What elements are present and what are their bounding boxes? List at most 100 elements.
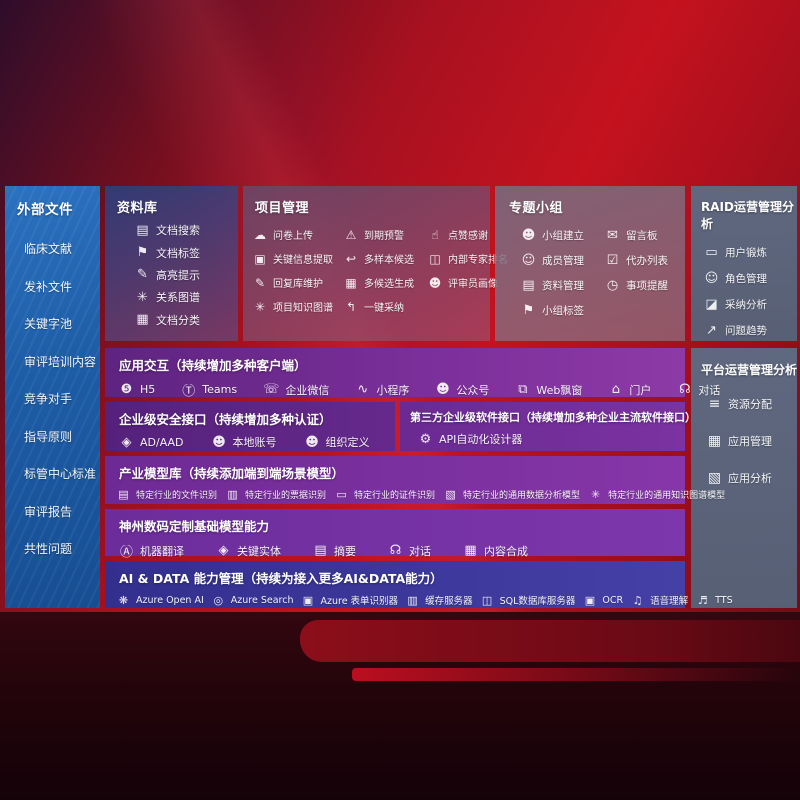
list-item[interactable]: ↩ 多样本候选 [344,251,424,267]
web-popup-icon: ⧉ [518,382,528,397]
list-item[interactable]: ☊ 对话 [677,382,720,398]
list-item[interactable]: ❺ H5 [119,382,156,397]
panel-group-title: 专题小组 [509,201,564,216]
list-item[interactable]: ☻ 组织定义 [305,434,369,450]
sidebar-item[interactable]: 审评报告 [15,503,92,520]
list-item[interactable]: Ⓐ 机器翻译 [119,541,184,561]
list-item[interactable]: ◪ 采纳分析 [704,297,797,312]
translate-icon: Ⓐ [119,545,133,560]
sidebar-item[interactable]: 审评培训内容 [15,353,96,370]
cloud-upload-icon: ☁ [254,227,266,242]
list-item[interactable]: ⚠ 到期预警 [344,227,424,243]
list-item[interactable]: ✳ 特定行业的通用知识图谱模型 [589,488,725,501]
list-item[interactable]: ✳ 关系图谱 [135,289,238,305]
key-info-icon: ▣ [254,251,266,266]
openai-icon: ❋ [118,593,129,607]
list-item[interactable]: ☊ 对话 [388,543,431,559]
relation-graph-icon: ✳ [137,289,148,305]
platform-item-list: ≡ 资源分配 ▦ 应用管理 ▧ 应用分析 [691,378,797,486]
list-item[interactable]: ↗ 问题趋势 [704,323,797,338]
list-item[interactable]: ▦ 文档分类 [135,312,238,328]
bbs-icon: ✉ [607,228,618,243]
list-item[interactable]: ☺ 角色管理 [704,271,797,286]
list-item[interactable]: ⚑ 文档标签 [135,245,238,261]
pencil-icon: ✎ [254,275,266,290]
library-item-list: ▤ 文档搜索 ⚑ 文档标签 ✎ 高亮提示 ✳ 关系图谱 ▦ 文档分类 [105,216,238,334]
list-item[interactable]: ▣ Azure 表单识别器 [301,593,399,608]
sidebar-item[interactable]: 发补文件 [15,278,92,295]
list-item[interactable]: ☻ 评审员画像 [428,275,508,291]
list-item[interactable]: ▥ 特定行业的票据识别 [226,488,326,501]
list-item[interactable]: ▭ 用户锻炼 [704,245,797,260]
list-item[interactable]: ◷ 事项提醒 [605,278,683,293]
list-item[interactable]: ▣ 关键信息提取 [253,251,340,267]
form-recognizer-icon: ▣ [302,593,314,607]
item-label: Azure Open AI [136,594,204,606]
list-item[interactable]: ☻ 本地账号 [212,434,276,450]
list-item[interactable]: ✎ 回复库维护 [253,275,340,291]
list-item[interactable]: ▧ 特定行业的通用数据分析模型 [444,488,580,501]
item-label: Azure 表单识别器 [320,596,399,607]
item-label: 文档标签 [156,246,200,260]
sidebar-item[interactable]: 共性问题 [15,540,92,557]
list-item[interactable]: ▤ 特定行业的文件识别 [117,488,217,501]
list-item[interactable]: ✎ 高亮提示 [135,267,238,283]
list-item[interactable]: ▧ 应用分析 [707,470,797,486]
list-item[interactable]: ▭ 特定行业的证件识别 [335,488,435,501]
sidebar-item[interactable]: 竞争对手 [15,390,92,407]
list-item[interactable]: ◈ 关键实体 [216,543,282,559]
item-label: 机器翻译 [140,544,184,558]
list-item[interactable]: ☝ 点赞感谢 [428,227,508,243]
item-label: 回复库维护 [273,279,323,290]
list-item[interactable]: ☺ 成员管理 [521,253,605,268]
item-label: 门户 [629,383,652,397]
list-item[interactable]: ∿ 小程序 [355,382,409,398]
item-label: 摘要 [334,544,356,558]
list-item[interactable]: ☻ 小组建立 [521,228,605,243]
list-item[interactable]: ☑ 代办列表 [605,253,683,268]
sidebar-item[interactable]: 临床文献 [15,240,92,257]
list-item[interactable]: ☏ 企业微信 [263,382,329,398]
list-item[interactable]: ▦ 应用管理 [707,433,797,449]
band-item-list: ⚙ API自动化设计器 [400,425,685,447]
list-item[interactable]: ▣ OCR [583,594,623,607]
list-item[interactable]: ▤ 文档搜索 [135,222,238,238]
highlight-icon: ✎ [137,267,148,283]
list-item[interactable]: ⌂ 门户 [608,382,652,398]
band-item-list: Ⓐ 机器翻译 ◈ 关键实体 ▤ 摘要 ☊ 对话 ▦ 内容合成 [105,535,685,560]
list-item[interactable]: ☻ 公众号 [435,382,489,398]
list-item[interactable]: ◫ SQL数据库服务器 [481,593,576,608]
list-item[interactable]: ⚙ API自动化设计器 [418,431,523,447]
item-label: 特定行业的文件识别 [136,491,218,501]
list-item[interactable]: ☁ 问卷上传 [253,227,340,243]
band-thirdparty-interface: 第三方企业级软件接口（持续增加多种企业主流软件接口） ⚙ API自动化设计器 [400,402,696,451]
sidebar-item[interactable]: 指导原则 [15,428,92,445]
list-item[interactable]: ◈ AD/AAD [119,435,184,450]
list-item[interactable]: ♬ TTS [696,594,733,607]
list-item[interactable]: ▦ 多候选生成 [344,275,424,291]
list-item[interactable]: ▤ 摘要 [313,543,356,559]
list-item[interactable]: ↰ 一键采纳 [344,299,424,315]
list-item[interactable]: ♫ 语音理解 [631,593,688,608]
list-item[interactable]: ▦ 内容合成 [463,543,528,559]
tag-icon: ⚑ [136,245,149,261]
list-item[interactable]: ◎ Azure Search [212,594,293,607]
alarm-icon: ⚠ [345,227,357,242]
list-item[interactable]: ✉ 留言板 [605,228,683,243]
item-label: 特定行业的票据识别 [245,491,327,501]
sidebar-item[interactable]: 关键字池 [15,315,92,332]
list-item[interactable]: ✳ 项目知识图谱 [253,299,340,315]
list-item[interactable]: Ⓣ Teams [181,380,237,399]
list-item[interactable]: ❋ Azure Open AI [117,594,204,607]
sidebar-item[interactable]: 标管中心标准 [15,465,96,482]
item-label: Teams [202,383,238,396]
item-label: 问题趋势 [725,325,767,337]
list-item[interactable]: ⧉ Web飘窗 [515,382,582,398]
item-label: 角色管理 [725,273,767,285]
list-item[interactable]: ▤ 资料管理 [521,278,605,293]
list-item[interactable]: ⚑ 小组标签 [521,303,605,318]
sidebar-item-label: 标管中心标准 [24,467,97,481]
list-item[interactable]: ▥ 缓存服务器 [406,593,472,608]
list-item[interactable]: ◫ 内部专家排名 [428,251,508,267]
list-item[interactable]: ≡ 资源分配 [707,396,797,412]
